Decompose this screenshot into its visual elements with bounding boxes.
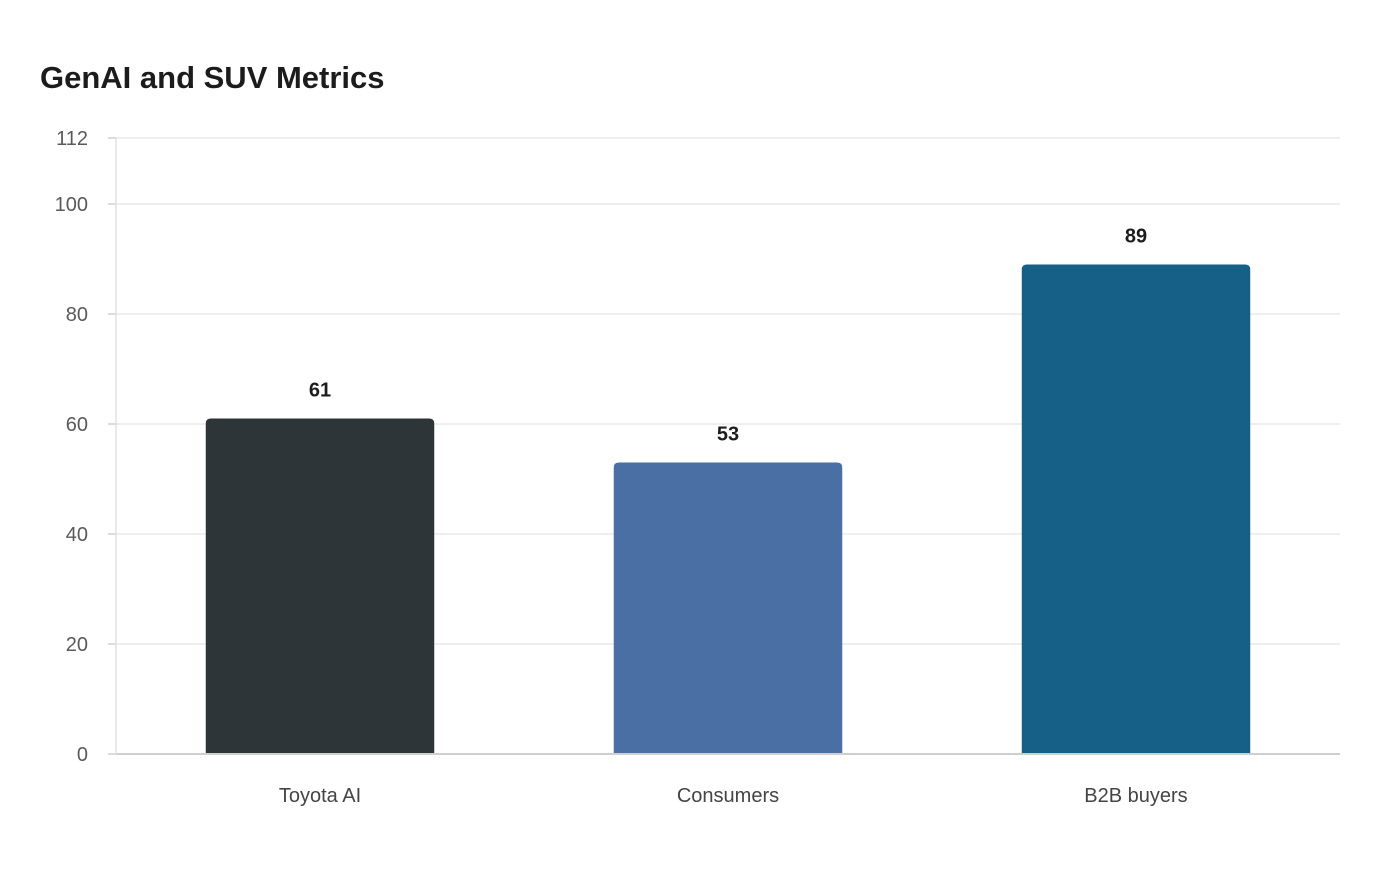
bar-value-label: 61 <box>309 380 331 402</box>
bar-value-label: 53 <box>717 424 739 446</box>
bar-b2b-buyers <box>1021 264 1251 754</box>
y-tick-label: 0 <box>77 744 88 766</box>
y-tick-label: 112 <box>56 128 88 150</box>
y-tick-label: 20 <box>66 634 88 656</box>
y-axis-ticks: 0 20 40 60 80 100 112 <box>55 128 116 766</box>
y-tick-label: 60 <box>66 414 88 436</box>
x-tick-label: Toyota AI <box>279 785 361 807</box>
y-tick-label: 100 <box>55 194 88 216</box>
chart-title: GenAI and SUV Metrics <box>40 60 385 95</box>
labels: 61 Toyota AI 53 Consumers 89 B2B buyers <box>279 226 1188 808</box>
bar-value-label: 89 <box>1125 226 1147 248</box>
bars <box>205 264 1251 754</box>
x-tick-label: Consumers <box>677 785 779 807</box>
y-tick-label: 80 <box>66 304 88 326</box>
y-tick-label: 40 <box>66 524 88 546</box>
x-tick-label: B2B buyers <box>1084 785 1187 807</box>
bar-consumers <box>613 462 843 754</box>
bar-toyota-ai <box>205 418 435 754</box>
